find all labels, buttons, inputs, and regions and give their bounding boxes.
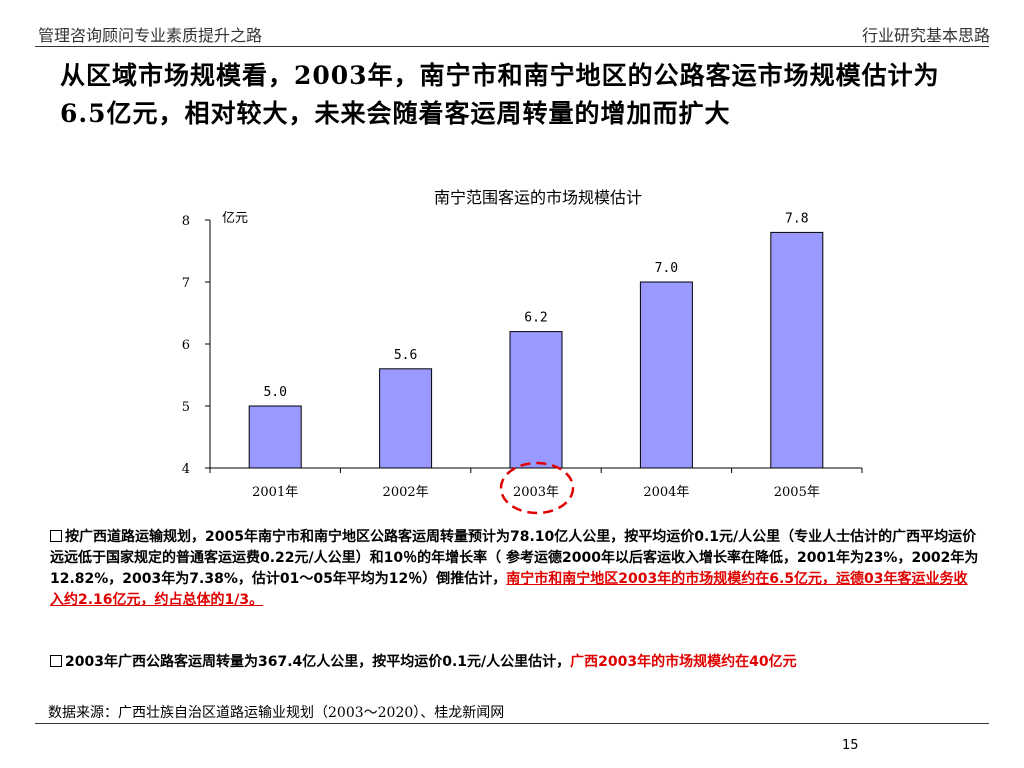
note-2-highlight: 广西2003年的市场规模约在40亿元 xyxy=(570,654,797,670)
page-number: 15 xyxy=(842,738,859,753)
y-tick-label: 5 xyxy=(182,400,190,415)
data-label: 7.0 xyxy=(655,261,678,276)
y-tick-label: 4 xyxy=(182,462,190,477)
bar-2002年 xyxy=(379,368,433,469)
footer-divider xyxy=(35,723,989,724)
x-tick-label: 2003年 xyxy=(513,485,559,500)
highlight-circle xyxy=(499,461,575,515)
checkbox-bullet-icon xyxy=(50,530,62,542)
note-paragraph-2: 2003年广西公路客运周转量为367.4亿人公里，按平均运价0.1元/人公里估计… xyxy=(50,652,980,673)
data-source: 数据来源：广西壮族自治区道路运输业规划（2003～2020）、桂龙新闻网 xyxy=(48,705,505,721)
bar-2004年 xyxy=(639,281,693,469)
x-tick-label: 2002年 xyxy=(383,485,429,500)
y-tick-label: 6 xyxy=(182,338,190,353)
header-right: 行业研究基本思路 xyxy=(861,26,990,45)
y-unit-label: 亿元 xyxy=(222,211,248,226)
header-divider xyxy=(35,46,989,47)
note-2-text: 2003年广西公路客运周转量为367.4亿人公里，按平均运价0.1元/人公里估计… xyxy=(65,654,571,670)
data-label: 5.6 xyxy=(394,348,417,363)
data-label: 6.2 xyxy=(524,311,547,326)
data-label: 5.0 xyxy=(263,385,286,400)
bar-2003年 xyxy=(509,331,563,469)
x-tick-label: 2001年 xyxy=(252,485,298,500)
note-1-text: 按广西道路运输规划，2005年南宁市和南宁地区公路客运周转量预计为78.10亿人… xyxy=(50,529,979,587)
note-paragraph-1: 按广西道路运输规划，2005年南宁市和南宁地区公路客运周转量预计为78.10亿人… xyxy=(50,527,980,611)
slide-title: 从区域市场规模看，2003年，南宁市和南宁地区的公路客运市场规模估计为6.5亿元… xyxy=(60,61,940,128)
bar-2005年 xyxy=(770,231,824,469)
y-tick-label: 8 xyxy=(182,214,190,229)
bar-chart: 南宁范围客运的市场规模估计 亿元 4 5 6 7 8 2001年 2002年 2003年 200… xyxy=(182,188,863,515)
x-tick-label: 2005年 xyxy=(774,485,820,500)
checkbox-bullet-icon xyxy=(50,655,62,667)
note-1-highlight: 南宁市和南宁地区2003年的市场规模约在6.5亿元，运德03年客运业务收入约2.… xyxy=(50,571,968,608)
data-label: 7.8 xyxy=(785,211,808,226)
chart-bars: 5.0 5.6 6.2 7.0 7.8 xyxy=(248,211,824,469)
chart-title: 南宁范围客运的市场规模估计 xyxy=(434,188,642,207)
y-tick-label: 7 xyxy=(182,276,190,291)
bar-2001年 xyxy=(248,405,302,469)
x-tick-label: 2004年 xyxy=(643,485,689,500)
header-left: 管理咨询顾问专业素质提升之路 xyxy=(38,26,263,45)
